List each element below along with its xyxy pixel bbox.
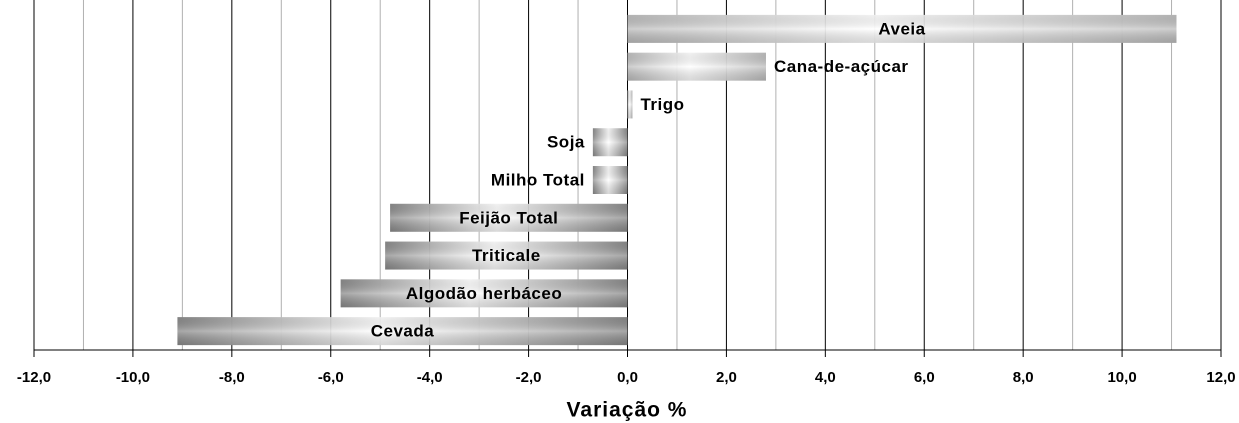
bar-shade [385,241,628,270]
x-tick-label: 2,0 [716,369,737,386]
bar-shade [390,203,628,232]
bar-label: Aveia [878,19,925,38]
x-tick-label: -12,0 [17,369,51,386]
bar-shade [592,128,628,157]
x-tick-label: 0,0 [617,369,638,386]
bar-shade [627,14,1177,43]
bar-label: Triticale [472,246,541,265]
x-tick-label: 8,0 [1013,369,1034,386]
bar-shade [627,52,766,81]
x-tick-label: -8,0 [219,369,245,386]
bar-label: Cevada [371,322,435,341]
x-tick-label: -2,0 [516,369,542,386]
x-tick-label: 6,0 [914,369,935,386]
bar-label: Milho Total [491,170,585,189]
bar-label: Trigo [640,95,684,114]
bar-shade [627,90,633,119]
x-tick-label: -6,0 [318,369,344,386]
bar-label: Cana-de-açúcar [774,57,909,76]
x-tick-label: -10,0 [116,369,150,386]
bar-shade [177,317,628,346]
x-tick-label: 4,0 [815,369,836,386]
bar-shade [592,166,628,194]
x-tick-label: 12,0 [1206,369,1235,386]
x-tick-label: 10,0 [1107,369,1136,386]
x-axis-label: Variação % [567,399,688,422]
bar-shade [340,279,628,308]
bar-label: Feijão Total [459,208,558,227]
x-tick-label: -4,0 [417,369,443,386]
bar-label: Soja [547,133,585,152]
bar-label: Algodão herbáceo [406,284,562,303]
